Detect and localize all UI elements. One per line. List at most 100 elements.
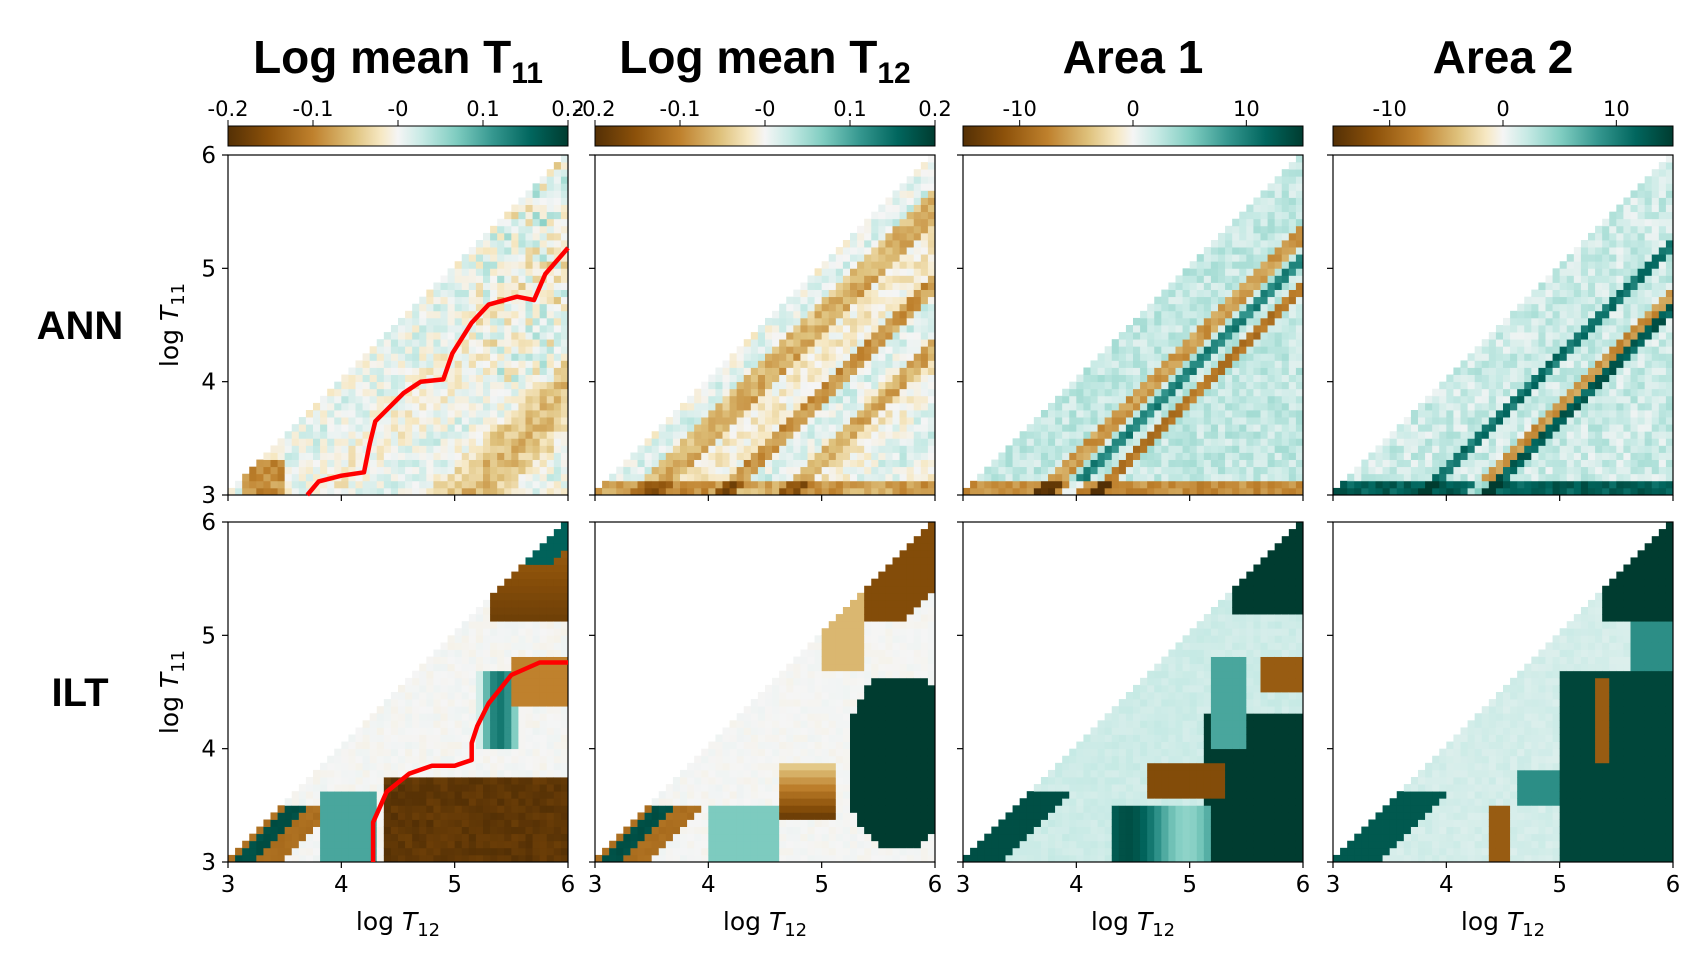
heatmap-cell: [878, 218, 886, 227]
heatmap-cell: [1026, 431, 1035, 439]
heatmap-cell: [1260, 218, 1268, 227]
heatmap-cell: [539, 176, 548, 184]
heatmap-cell: [1267, 381, 1276, 390]
heatmap-cell: [1637, 268, 1646, 276]
heatmap-cell: [1630, 197, 1638, 205]
heatmap-cell: [1467, 381, 1476, 390]
heatmap-cell: [560, 176, 569, 184]
heatmap-cell: [1559, 431, 1568, 439]
heatmap-cell: [807, 424, 815, 432]
heatmap-cell: [1203, 473, 1212, 482]
heatmap-cell: [1432, 452, 1440, 460]
heatmap-cell: [743, 438, 752, 446]
heatmap-cell: [892, 346, 900, 354]
heatmap-cell: [419, 353, 427, 361]
heatmap-cell: [1203, 452, 1212, 460]
heatmap-cell: [1396, 466, 1405, 475]
heatmap-cell: [546, 410, 555, 418]
heatmap-cell: [1196, 360, 1205, 368]
heatmap-cell: [1573, 473, 1582, 482]
heatmap-cell: [560, 487, 569, 496]
heatmap-cell: [1175, 395, 1183, 404]
heatmap-cell: [1253, 353, 1261, 361]
heatmap-cell: [475, 332, 484, 340]
heatmap-cell: [616, 480, 624, 489]
heatmap-cell: [1267, 247, 1276, 255]
heatmap-cell: [800, 417, 808, 425]
heatmap-cell: [1630, 395, 1638, 404]
heatmap-cell: [539, 289, 548, 298]
heatmap-cell: [899, 438, 908, 446]
heatmap-cell: [1168, 459, 1176, 468]
heatmap-cell: [277, 805, 286, 813]
heatmap-cell: [1133, 353, 1141, 361]
heatmap-cell: [405, 459, 413, 468]
heatmap-cell: [1651, 445, 1660, 453]
heatmap-cell: [1210, 268, 1219, 276]
heatmap-cell: [1182, 487, 1191, 496]
heatmap-cell: [1182, 395, 1191, 404]
heatmap-cell: [383, 367, 392, 375]
heatmap-cell: [821, 431, 830, 439]
heatmap-cell: [298, 480, 307, 489]
heatmap-cell: [235, 487, 243, 496]
heatmap-cell: [885, 395, 893, 404]
heatmap-cell: [715, 445, 723, 453]
heatmap-cell: [850, 232, 858, 241]
heatmap-cell: [1182, 296, 1191, 305]
heatmap-cell: [305, 438, 314, 446]
heatmap-cell: [490, 417, 498, 425]
heatmap-cell: [1545, 317, 1553, 326]
heatmap-cell: [284, 826, 293, 835]
heatmap-cell: [913, 360, 922, 368]
heatmap-cell: [1125, 487, 1134, 496]
colorbar-1: -0.2 -0.1 -0 0.1 0.2: [208, 97, 585, 147]
heatmap-cell: [708, 445, 716, 453]
heatmap-cell: [1295, 155, 1304, 163]
heatmap-cell: [1218, 410, 1226, 418]
heatmap-cell: [518, 254, 526, 262]
heatmap-cell: [1062, 445, 1070, 453]
heatmap-cell: [984, 480, 992, 489]
heatmap-cell: [1168, 374, 1176, 383]
heatmap-cell: [327, 459, 335, 468]
heatmap-cell: [1453, 417, 1461, 425]
heatmap-cell: [461, 480, 470, 489]
heatmap-cell: [475, 417, 484, 425]
heatmap-cell: [1566, 452, 1575, 460]
heatmap-cell: [1260, 303, 1268, 312]
heatmap-cell: [355, 381, 363, 390]
heatmap-cell: [468, 480, 477, 489]
heatmap-cell: [892, 317, 900, 326]
heatmap-cell: [412, 402, 420, 411]
heatmap-cell: [1602, 218, 1610, 227]
heatmap-cell: [1580, 346, 1589, 354]
heatmap-cell: [850, 388, 858, 397]
heatmap-cell: [1140, 339, 1148, 347]
heatmap-cell: [913, 197, 922, 205]
heatmap-cell: [383, 424, 392, 432]
heatmap-cell: [651, 431, 660, 439]
heatmap-cell: [892, 211, 900, 220]
heatmap-cell: [1189, 275, 1198, 283]
heatmap-cell: [1588, 452, 1596, 460]
heatmap-cell: [1281, 197, 1290, 205]
heatmap-cell: [525, 480, 533, 489]
heatmap-cell: [532, 473, 541, 482]
heatmap-cell: [546, 417, 555, 425]
heatmap-cell: [1267, 310, 1276, 319]
heatmap-cell: [1083, 410, 1091, 418]
heatmap-cell: [1154, 374, 1162, 383]
heatmap-cell: [1055, 459, 1063, 468]
heatmap-cell: [1630, 346, 1638, 354]
heatmap-cell: [348, 452, 356, 460]
colorbar-gradient: [1332, 125, 1674, 147]
heatmap-cell: [461, 466, 470, 475]
heatmap-cell: [1644, 466, 1653, 475]
heatmap-cell: [546, 445, 555, 453]
heatmap-cell: [1062, 395, 1070, 404]
heatmap-cell: [1588, 232, 1596, 241]
heatmap-cell: [518, 339, 526, 347]
heatmap-cell: [348, 826, 356, 835]
heatmap-cell: [1552, 374, 1561, 383]
